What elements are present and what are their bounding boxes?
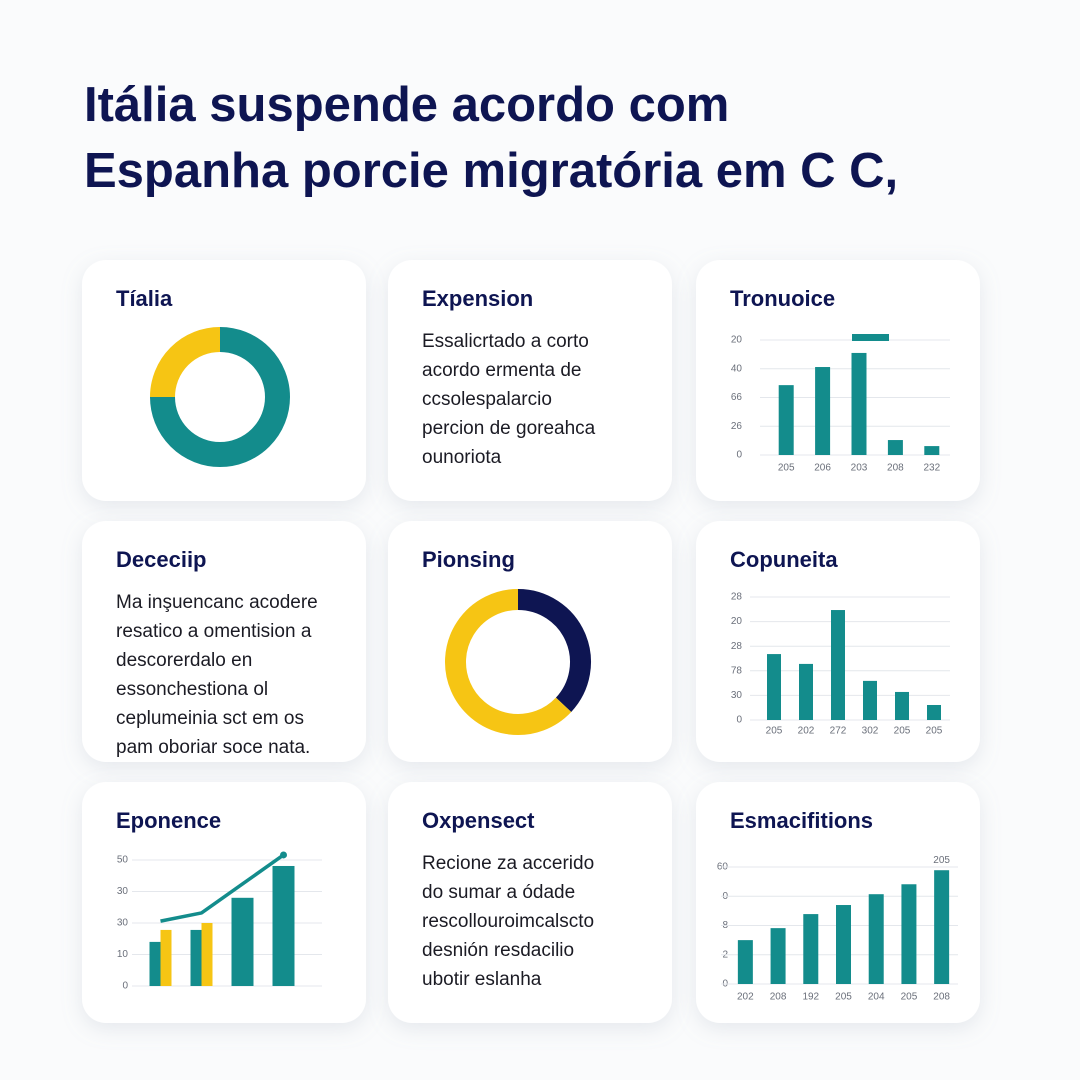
bar [803, 914, 819, 984]
donut-segment [445, 589, 572, 735]
donut-segment [517, 589, 591, 712]
y-tick-label: 28 [731, 592, 743, 603]
x-tick-label: 204 [868, 992, 885, 1003]
x-tick-label: 205 [778, 463, 795, 474]
donut-segment [150, 327, 290, 467]
card-title: Tronuoice [730, 286, 835, 311]
y-tick-label: 20 [731, 616, 743, 627]
main-title: Itália suspende acordo com [84, 78, 729, 132]
card-title: Expension [422, 286, 533, 311]
card-text: pam oboriar soce nata. [116, 737, 310, 758]
bar [836, 905, 851, 984]
card-title: Pionsing [422, 547, 515, 572]
card-title: Esmacifitions [730, 808, 873, 833]
bar [201, 923, 213, 986]
bar [863, 680, 877, 720]
bar [924, 446, 940, 455]
y-tick-label: 30 [731, 690, 743, 701]
card-text: ubotir eslanha [422, 969, 542, 990]
y-tick-label: 30 [117, 918, 129, 929]
x-tick-label: 208 [933, 992, 950, 1003]
donut-segment [150, 327, 221, 398]
x-tick-label: 205 [901, 992, 918, 1003]
bar [868, 894, 884, 984]
card-text: ceplumeinia sct em os [116, 708, 304, 729]
annotation: 205 [933, 855, 950, 866]
card-text: essonchestiona ol [116, 679, 268, 700]
y-tick-label: 50 [117, 855, 129, 866]
x-tick-label: 203 [851, 463, 868, 474]
card-text: percion de goreahca [422, 418, 596, 439]
line [160, 853, 285, 923]
x-tick-label: 205 [766, 726, 783, 737]
card [82, 260, 366, 501]
marker [852, 334, 889, 341]
y-tick-label: 78 [731, 665, 743, 676]
bar [887, 440, 903, 455]
x-tick-label: 192 [802, 992, 819, 1003]
card-text: ccsolespalarcio [422, 389, 552, 410]
x-tick-label: 208 [770, 992, 787, 1003]
x-tick-label: 205 [926, 726, 943, 737]
card [388, 782, 672, 1023]
x-tick-label: 302 [862, 726, 879, 737]
x-tick-label: 202 [798, 726, 815, 737]
y-tick-label: 40 [731, 363, 743, 374]
x-tick-label: 205 [894, 726, 911, 737]
card-text: acordo ermenta de [422, 360, 582, 381]
card-title: Copuneita [730, 547, 838, 572]
card [696, 260, 980, 501]
bar [815, 367, 831, 455]
y-tick-label: 0 [736, 450, 742, 461]
bar [831, 610, 845, 720]
bar [778, 385, 794, 455]
card-text: Essalicrtado a corto [422, 331, 589, 352]
x-tick-label: 202 [737, 992, 754, 1003]
y-tick-label: 28 [731, 641, 743, 652]
bar [767, 654, 781, 720]
bar [799, 663, 813, 720]
card-text: rescollouroimcalscto [422, 911, 594, 932]
y-tick-label: 20 [731, 335, 743, 346]
x-tick-label: 206 [814, 463, 831, 474]
card-title: Tíalia [116, 286, 173, 311]
y-tick-label: 30 [117, 886, 129, 897]
y-tick-label: 66 [731, 392, 743, 403]
card-title: Oxpensect [422, 808, 535, 833]
x-tick-label: 208 [887, 463, 904, 474]
card [82, 521, 366, 762]
x-tick-label: 272 [830, 726, 847, 737]
bar [149, 941, 161, 986]
bar [901, 884, 917, 984]
bar [737, 940, 753, 984]
card-text: resatico a omentision a [116, 621, 312, 642]
y-tick-label: 10 [117, 949, 129, 960]
card-text: ounoriota [422, 447, 502, 468]
x-tick-label: 205 [835, 992, 852, 1003]
card-text: Ma inşuencanc acodere [116, 592, 318, 613]
card-text: do sumar a ódade [422, 882, 575, 903]
bar [272, 865, 295, 986]
line-end [280, 851, 287, 859]
bar [927, 704, 941, 720]
bar [770, 928, 786, 984]
bar [851, 352, 867, 455]
card-text: desnión resdacilio [422, 940, 574, 961]
card-text: descorerdalo en [116, 650, 252, 671]
card-title: Eponence [116, 808, 221, 833]
bar [895, 691, 909, 720]
card [388, 260, 672, 501]
bar [231, 897, 254, 986]
card-text: Recione za accerido [422, 853, 594, 874]
bar [160, 929, 172, 986]
card-title: Dececiip [116, 547, 207, 572]
bar [190, 929, 202, 986]
y-tick-label: 26 [731, 421, 743, 432]
main-title: Espanha porcie migratória em C C, [84, 144, 898, 198]
y-tick-label: 0 [736, 715, 742, 726]
x-tick-label: 232 [923, 463, 940, 474]
bar [934, 870, 950, 984]
y-tick-label: 0 [122, 981, 128, 992]
